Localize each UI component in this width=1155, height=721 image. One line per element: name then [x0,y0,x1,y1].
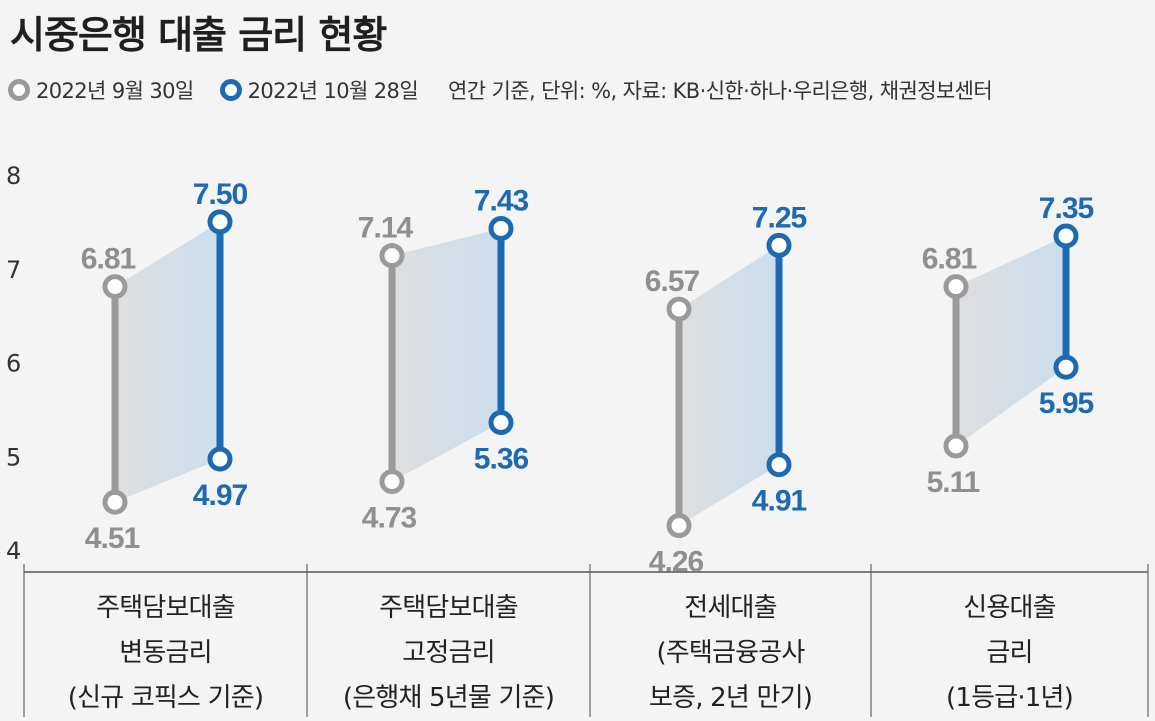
y-tick-label: 4 [6,537,21,565]
value-label-max-sep30: 7.14 [358,212,414,245]
value-label-max-oct28: 7.50 [193,178,248,211]
value-label-min-sep30: 4.51 [85,522,140,555]
category-label-line: (신규 코픽스 기준) [67,683,264,713]
category-label-line: (1등급·1년) [946,683,1074,713]
marker-min-sep30 [943,433,969,459]
category-label-line: 주택담보대출 [96,593,236,623]
value-label-max-sep30: 6.81 [922,243,977,276]
value-label-min-oct28: 4.91 [752,485,807,518]
value-label-max-sep30: 6.57 [645,265,700,298]
value-label-min-oct28: 4.97 [193,479,248,512]
value-label-min-sep30: 4.73 [362,502,417,535]
category-label-line: 전세대출 [684,593,777,623]
category-label-line: 보증, 2년 만기) [648,683,813,713]
marker-min-oct28 [488,410,514,435]
legend-item-oct28: 2022년 10월 28일 [219,75,419,105]
legend-label-sep30: 2022년 9월 30일 [36,79,194,103]
marker-min-sep30 [666,513,692,539]
category-label-line: 변동금리 [119,638,212,668]
value-label-max-oct28: 7.43 [474,184,529,217]
category-label-line: (주택금융공사 [656,638,805,668]
y-tick-label: 5 [6,443,21,471]
category-label-line: 고정금리 [402,638,495,668]
marker-max-oct28 [766,232,792,258]
value-label-max-oct28: 7.25 [752,201,807,234]
marker-min-oct28 [207,446,233,472]
range-band [392,228,501,482]
category-label-line: 신용대출 [963,593,1056,623]
y-tick-label: 7 [6,256,21,284]
value-label-min-sep30: 5.11 [927,466,980,499]
value-label-min-sep30: 4.26 [649,546,704,579]
circle-marker-icon [8,79,30,101]
marker-max-sep30 [666,296,692,322]
legend-item-sep30: 2022년 9월 30일 [8,75,194,105]
marker-min-oct28 [1053,354,1079,380]
value-label-max-sep30: 6.81 [81,243,136,276]
legend: 2022년 9월 30일 2022년 10월 28일 연간 기준, 단위: %,… [8,74,993,106]
marker-max-oct28 [207,209,233,235]
marker-min-oct28 [766,452,792,478]
category-label-line: 주택담보대출 [379,593,519,623]
marker-min-sep30 [102,489,128,515]
category-label-line: 금리 [986,638,1033,668]
marker-max-sep30 [379,243,405,269]
range-band [956,235,1066,446]
legend-label-oct28: 2022년 10월 28일 [247,79,419,103]
marker-max-oct28 [1053,223,1079,249]
y-tick-label: 6 [6,350,21,378]
source-note: 연간 기준, 단위: %, 자료: KB·신한·하나·우리은행, 채권정보센터 [448,79,993,103]
range-band [115,221,220,503]
value-label-min-oct28: 5.95 [1039,387,1094,420]
chart-title: 시중은행 대출 금리 현황 [10,13,387,57]
marker-max-sep30 [102,274,128,300]
marker-max-oct28 [488,215,514,241]
circle-marker-icon [219,79,242,101]
marker-max-sep30 [943,274,969,300]
y-tick-label: 8 [6,162,21,190]
category-label-line: (은행채 5년물 기준) [342,683,555,713]
value-label-min-oct28: 5.36 [474,443,529,476]
marker-min-sep30 [379,469,405,495]
range-band [679,245,779,526]
value-label-max-oct28: 7.35 [1039,192,1094,225]
